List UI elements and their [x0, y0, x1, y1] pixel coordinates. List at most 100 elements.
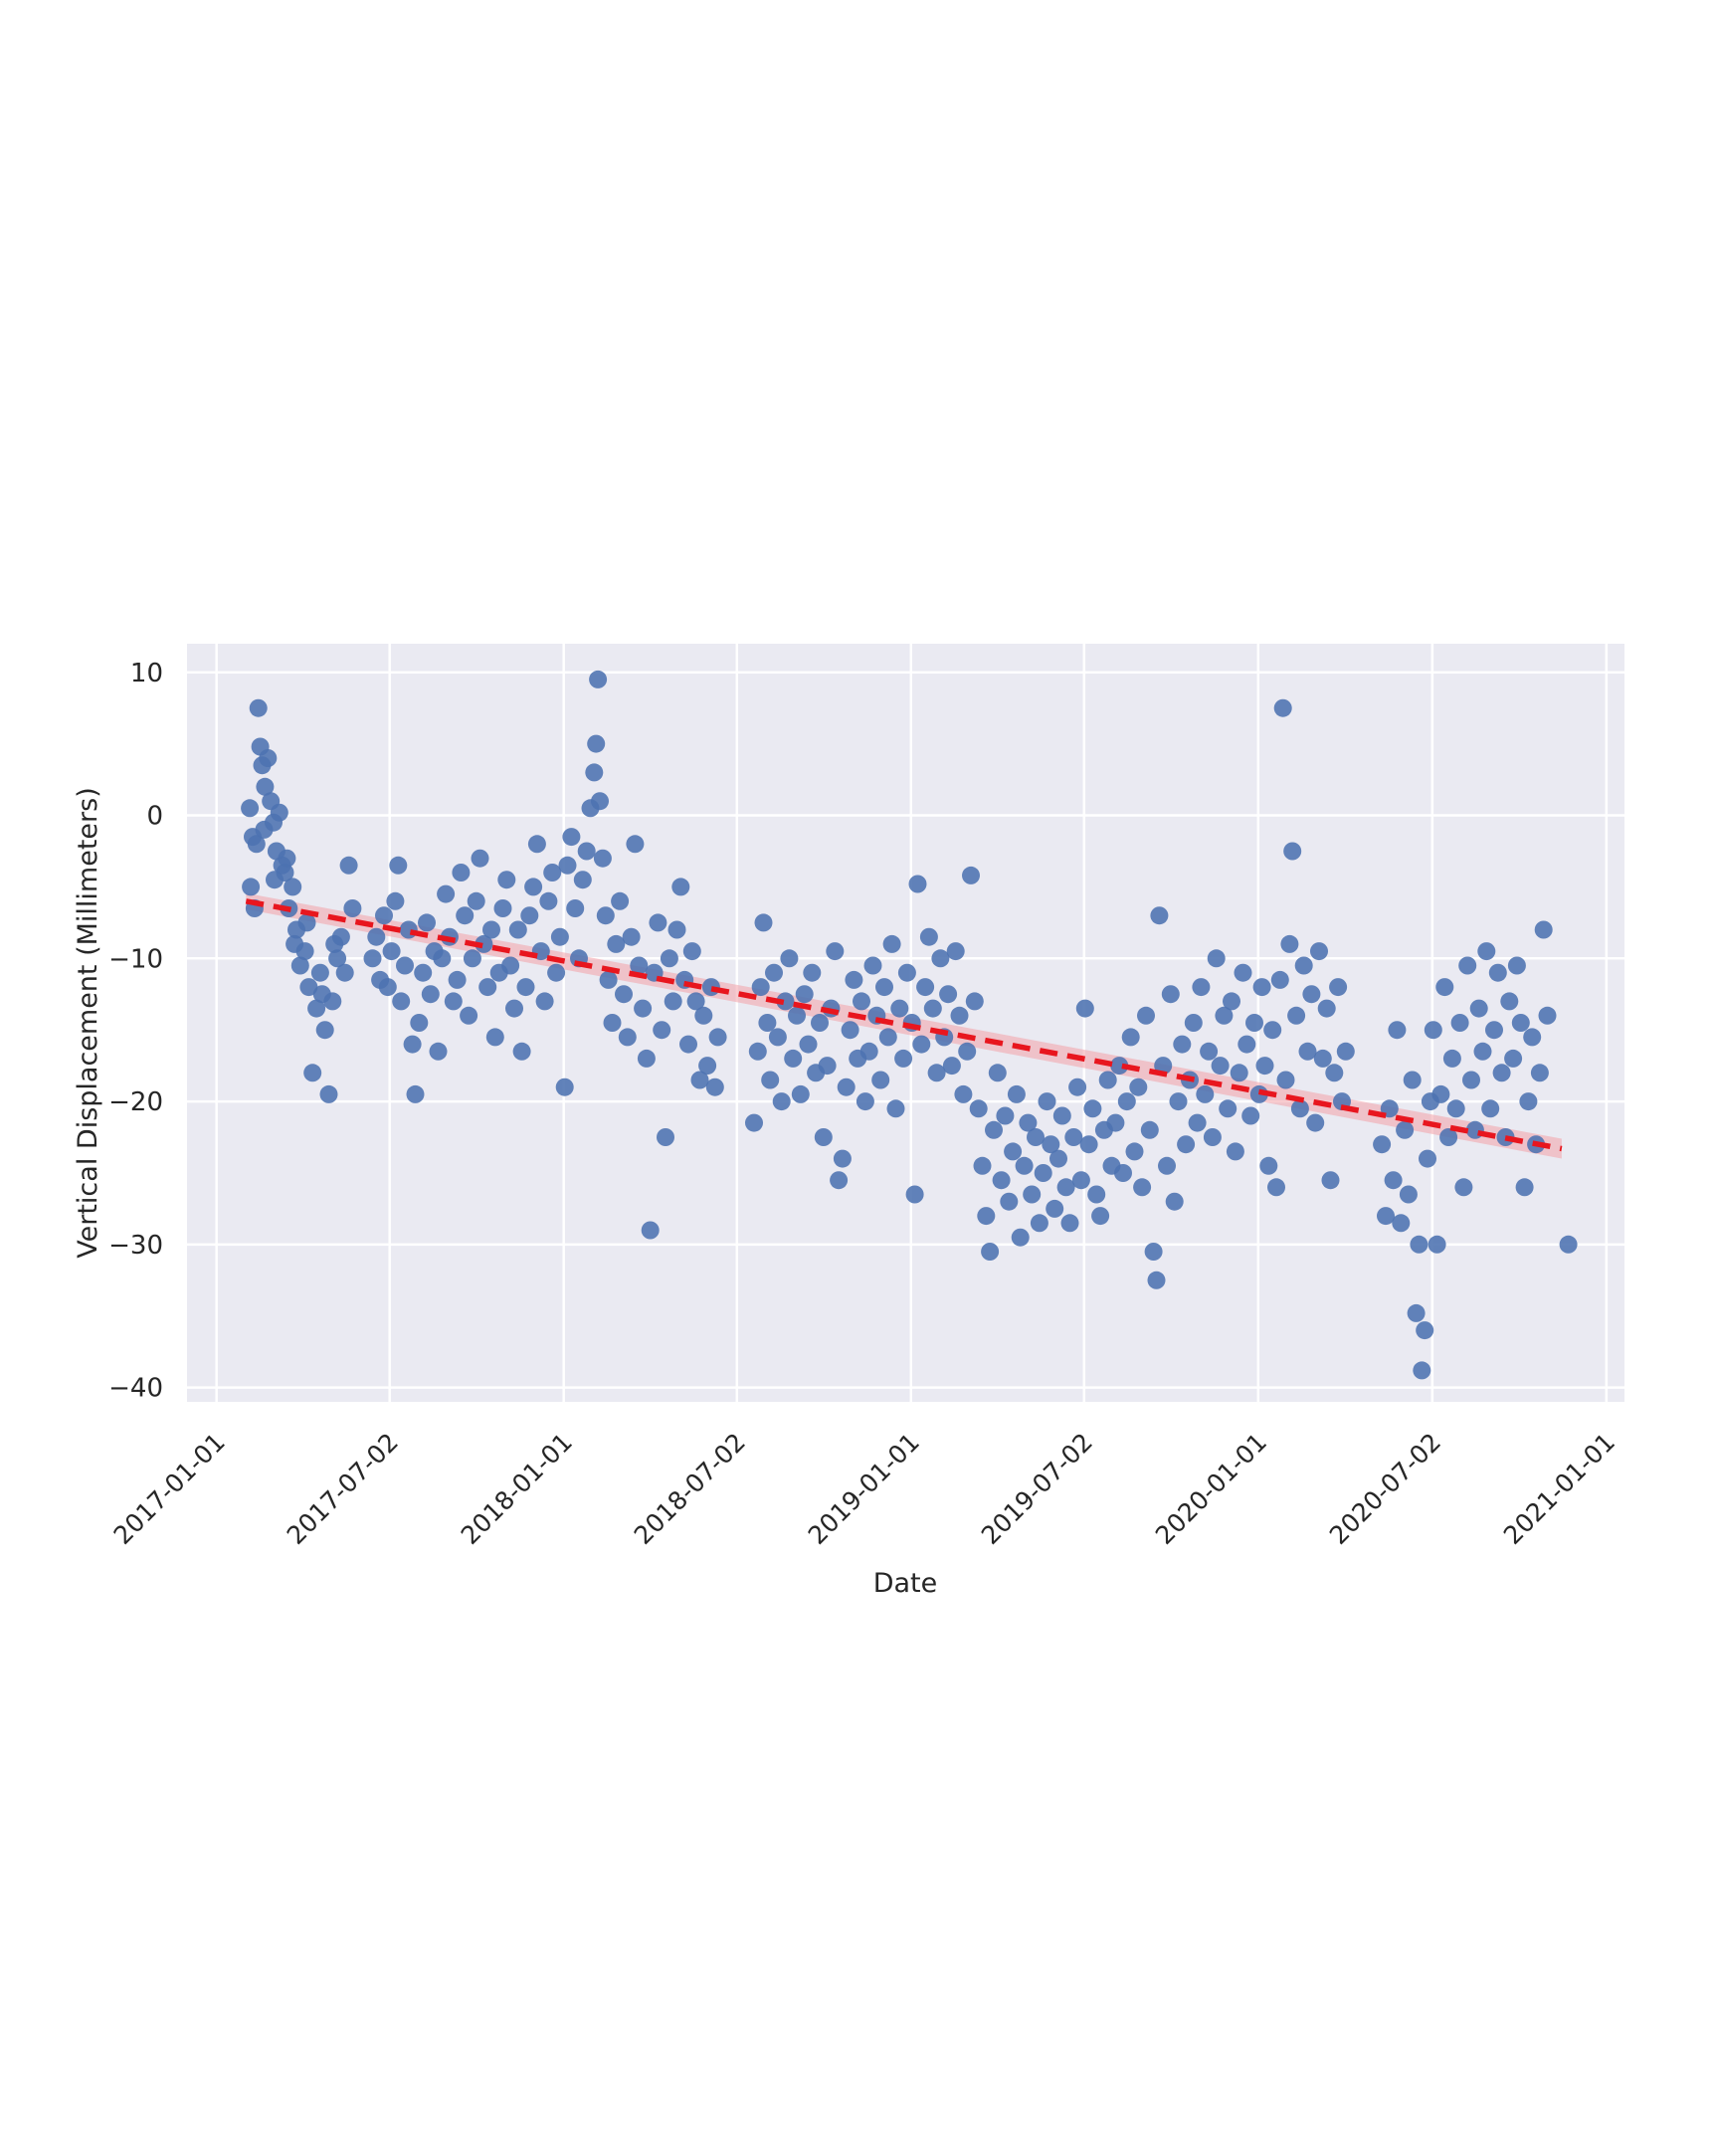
data-point — [1200, 1042, 1219, 1061]
data-point — [456, 906, 475, 925]
data-point — [249, 698, 268, 717]
data-point — [1238, 1035, 1256, 1054]
data-point — [1042, 1135, 1060, 1154]
data-point — [1410, 1235, 1428, 1254]
y-tick-label: −30 — [108, 1231, 163, 1261]
data-point — [811, 1014, 829, 1032]
data-point — [1435, 978, 1454, 997]
data-point — [981, 1243, 1000, 1261]
data-point — [315, 1021, 334, 1040]
data-point — [1027, 1128, 1045, 1146]
data-point — [698, 1057, 717, 1076]
data-point — [1392, 1214, 1411, 1233]
data-point — [1485, 1021, 1503, 1040]
data-point — [382, 942, 401, 961]
data-point — [1211, 1057, 1230, 1076]
data-point — [1276, 1071, 1295, 1089]
data-point — [566, 899, 585, 917]
data-point — [1087, 1185, 1106, 1204]
data-point — [641, 1221, 660, 1240]
data-point — [1263, 1021, 1282, 1040]
x-tick-label: 2018-07-02 — [629, 1428, 751, 1550]
data-point — [1133, 1178, 1152, 1197]
data-point — [270, 803, 288, 822]
x-tick-label: 2020-07-02 — [1324, 1428, 1446, 1550]
data-point — [1219, 1099, 1238, 1118]
data-point — [1000, 1192, 1019, 1211]
data-point — [701, 978, 720, 997]
y-tick-label: −10 — [108, 944, 163, 974]
data-point — [837, 1078, 856, 1096]
x-axis-label: Date — [873, 1568, 938, 1599]
trend-line — [245, 898, 1563, 1152]
data-point — [905, 1185, 924, 1204]
data-point — [1317, 999, 1336, 1018]
data-point — [421, 985, 440, 1004]
data-point — [242, 878, 261, 896]
data-point — [886, 1099, 905, 1118]
data-point — [1068, 1078, 1087, 1096]
data-point — [962, 866, 980, 884]
data-point — [679, 1035, 697, 1054]
data-point — [297, 913, 316, 932]
data-point — [996, 1106, 1015, 1125]
data-point — [508, 920, 527, 939]
data-point — [1287, 1006, 1306, 1025]
data-point — [1137, 1006, 1155, 1025]
data-point — [1056, 1178, 1075, 1197]
data-point — [1377, 1207, 1395, 1226]
data-point — [1321, 1171, 1340, 1190]
chart-figure: 10 0 −10 −20 −30 −40 2017-01-01 2017-07-02 2018… — [0, 557, 1714, 1652]
data-point — [406, 1084, 425, 1103]
data-point — [247, 835, 266, 854]
data-point — [475, 934, 493, 953]
data-point — [1515, 1178, 1534, 1197]
data-point — [386, 891, 405, 910]
data-point — [1373, 1135, 1392, 1154]
data-point — [1004, 1142, 1023, 1161]
data-point — [626, 835, 645, 854]
data-point — [1488, 963, 1507, 982]
data-point — [660, 949, 678, 968]
data-point — [1215, 1006, 1234, 1025]
data-point — [977, 1207, 996, 1226]
data-point — [299, 978, 318, 997]
data-point — [845, 970, 863, 989]
data-point — [378, 978, 397, 997]
data-point — [622, 927, 641, 946]
data-point — [328, 949, 347, 968]
data-point — [708, 1028, 727, 1047]
data-point — [524, 878, 543, 896]
data-point — [780, 949, 799, 968]
data-point — [471, 849, 489, 868]
data-point — [1188, 1113, 1207, 1132]
data-point — [788, 1006, 806, 1025]
data-point — [1098, 1071, 1117, 1089]
data-point — [791, 1084, 810, 1103]
data-point — [853, 992, 870, 1011]
data-point — [1559, 1235, 1578, 1254]
data-point — [694, 1006, 713, 1025]
data-point — [1273, 698, 1292, 717]
data-point — [577, 842, 596, 861]
data-point — [833, 1149, 852, 1168]
data-point — [1428, 1235, 1446, 1254]
data-point — [1064, 1128, 1083, 1146]
data-point — [312, 985, 331, 1004]
data-point — [307, 999, 326, 1018]
data-point — [1023, 1185, 1042, 1204]
data-point — [460, 1006, 478, 1025]
data-point — [389, 856, 408, 875]
x-tick-label: 2020-01-01 — [1150, 1428, 1272, 1550]
data-point — [814, 1128, 833, 1146]
data-point — [856, 1092, 874, 1111]
data-point — [512, 1042, 531, 1061]
x-tick-labels: 2017-01-01 2017-07-02 2018-01-01 2018-07-02… — [108, 1428, 1620, 1550]
data-point — [1114, 1164, 1132, 1182]
data-point — [768, 1028, 787, 1047]
data-point — [916, 978, 935, 997]
data-point — [599, 970, 618, 989]
data-point — [539, 891, 558, 910]
data-point — [1384, 1171, 1403, 1190]
data-point — [1255, 1057, 1274, 1076]
